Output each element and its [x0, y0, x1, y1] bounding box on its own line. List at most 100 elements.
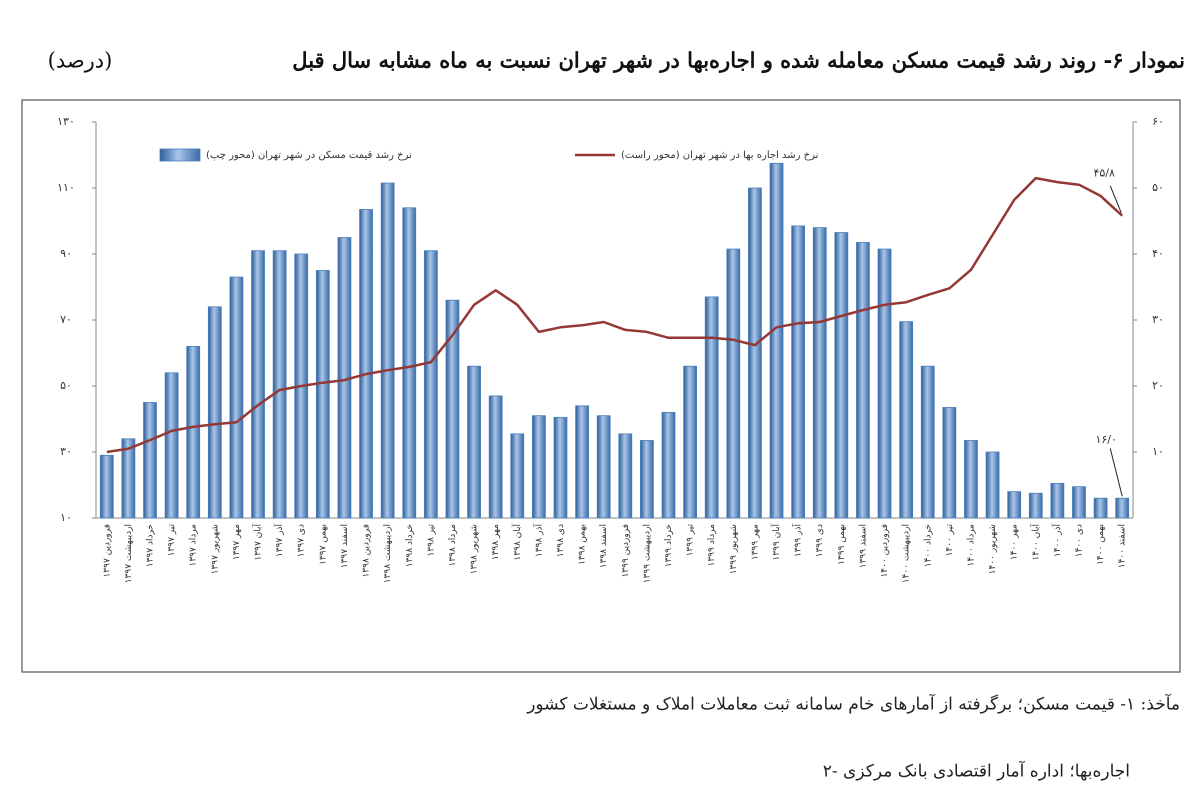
x-tick-label: تیر ۱۳۹۸: [426, 524, 436, 557]
bar: [121, 438, 136, 519]
bar: [575, 405, 589, 519]
chart-title: نمودار ۶- روند رشد قیمت مسکن معامله شده …: [292, 48, 1185, 74]
y-tick-label: ۹۰: [60, 247, 72, 260]
bar: [791, 225, 806, 519]
x-tick-label: فروردین ۱۳۹۸: [362, 524, 372, 578]
y2-tick-label: ۴۰: [1152, 247, 1164, 260]
x-tick-label: فروردین ۱۳۹۹: [621, 524, 631, 578]
bar: [510, 433, 525, 519]
bar: [229, 276, 244, 519]
bar: [920, 365, 935, 519]
bar: [207, 306, 222, 519]
bar: [1115, 497, 1130, 519]
x-tick-label: مرداد ۱۳۹۷: [189, 524, 199, 567]
bar: [618, 433, 633, 519]
bar: [683, 365, 697, 519]
x-tick-label: بهمن ۱۳۹۷: [318, 524, 328, 565]
x-tick-label: اردیبهشت ۱۳۹۸: [383, 524, 393, 583]
y-tick-label: ۳۰: [60, 445, 72, 458]
y-tick-label: ۱۰: [60, 511, 72, 524]
x-tick-label: دی ۱۳۹۹: [815, 524, 825, 557]
legend-swatch: [159, 148, 201, 162]
y2-tick-label: ۲۰: [1152, 379, 1164, 392]
bar: [1072, 486, 1086, 519]
bar: [1093, 497, 1108, 519]
x-tick-label: شهریور ۱۳۹۹: [729, 524, 739, 574]
y2-tick-label: ۳۰: [1152, 313, 1164, 326]
x-tick-label: مهر ۱۳۹۹: [750, 524, 760, 560]
data-label: ۴۵/۸: [1093, 167, 1115, 180]
x-tick-label: مرداد ۱۴۰۰: [966, 524, 976, 567]
bar: [964, 440, 978, 519]
bar: [856, 242, 870, 519]
bar: [467, 365, 481, 519]
bar: [143, 402, 157, 519]
bar: [877, 248, 892, 519]
y2-tick-label: ۵۰: [1152, 181, 1164, 194]
x-tick-label: اسفند ۱۴۰۰: [1118, 524, 1128, 568]
y-tick-label: ۵۰: [60, 379, 72, 392]
bar: [532, 415, 546, 519]
bar: [380, 182, 395, 519]
bar: [704, 296, 719, 519]
x-tick-label: بهمن ۱۳۹۹: [837, 524, 847, 565]
x-tick-label: اردیبهشت ۱۳۹۷: [124, 524, 134, 583]
y-tick-label: ۱۱۰: [57, 181, 75, 194]
x-tick-label: آبان ۱۴۰۰: [1029, 524, 1041, 561]
bar: [164, 372, 179, 519]
y-axis-label: (درصد): [48, 49, 113, 74]
bar: [726, 248, 741, 519]
bar: [445, 299, 460, 519]
bar: [1028, 492, 1043, 519]
x-tick-label: خرداد ۱۳۹۸: [405, 524, 415, 567]
x-tick-label: تیر ۱۳۹۷: [167, 524, 177, 557]
bar: [834, 232, 849, 519]
x-tick-label: بهمن ۱۳۹۸: [578, 524, 588, 565]
x-tick-label: اسفند ۱۳۹۷: [340, 524, 350, 568]
bar: [1050, 482, 1065, 519]
x-tick-label: آبان ۱۳۹۸: [511, 524, 523, 561]
bar: [661, 411, 676, 519]
x-tick-label: مهر ۱۳۹۸: [491, 524, 501, 560]
x-tick-label: دی ۱۳۹۷: [297, 524, 307, 557]
x-tick-label: مرداد ۱۳۹۸: [448, 524, 458, 567]
x-tick-label: شهریور ۱۳۹۷: [210, 524, 220, 574]
bar: [359, 209, 373, 519]
x-tick-label: فروردین ۱۳۹۷: [102, 524, 112, 578]
bar: [251, 250, 265, 519]
bar: [186, 345, 201, 519]
x-tick-label: خرداد ۱۳۹۹: [664, 524, 674, 567]
bar: [769, 162, 784, 519]
x-tick-label: خرداد ۱۴۰۰: [923, 524, 933, 567]
x-tick-label: اردیبهشت ۱۴۰۰: [902, 524, 912, 583]
bar: [402, 207, 417, 519]
y2-tick-label: ۱۰: [1152, 445, 1164, 458]
line-series: [106, 176, 1124, 454]
bar: [942, 407, 957, 519]
legend-label: نرخ رشد اجاره بها در شهر تهران (محور راس…: [621, 150, 818, 161]
x-tick-label: خرداد ۱۳۹۷: [146, 524, 156, 567]
y-tick-label: ۱۳۰: [57, 115, 75, 128]
x-tick-label: آذر ۱۳۹۹: [792, 524, 804, 558]
data-label: ۱۶/۰: [1095, 433, 1116, 446]
x-tick-label: مهر ۱۴۰۰: [1010, 524, 1020, 560]
y-tick-label: ۷۰: [60, 313, 72, 326]
bar: [315, 270, 330, 519]
label-leader: [1109, 185, 1122, 213]
bar: [812, 227, 827, 519]
x-tick-label: تیر ۱۳۹۹: [686, 524, 696, 557]
legend-label: نرخ رشد قیمت مسکن در شهر تهران (محور چپ): [206, 150, 412, 161]
bar: [99, 454, 114, 519]
x-tick-label: آبان ۱۳۹۹: [770, 524, 782, 561]
bar: [748, 187, 762, 519]
bar: [640, 440, 654, 519]
bar: [596, 415, 611, 519]
x-tick-label: فروردین ۱۴۰۰: [880, 524, 890, 578]
x-tick-label: آذر ۱۳۹۸: [532, 524, 544, 558]
label-leader: [1109, 448, 1123, 497]
bar: [899, 321, 914, 519]
bar: [423, 250, 438, 519]
bar: [272, 250, 287, 519]
bar: [1007, 491, 1022, 519]
